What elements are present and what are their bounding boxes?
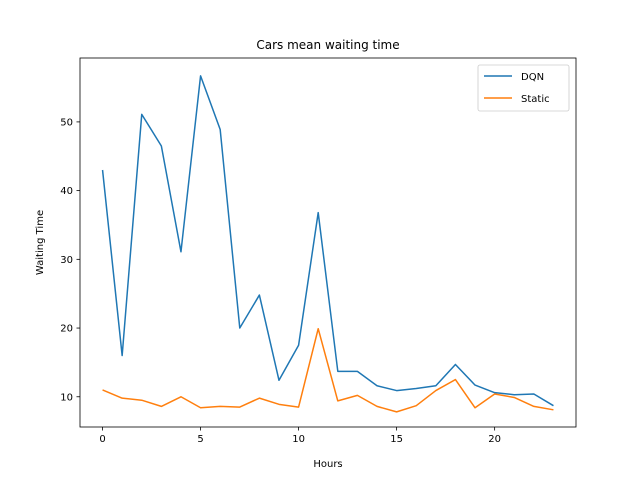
plot-frame xyxy=(79,57,577,428)
chart-title: Cars mean waiting time xyxy=(256,38,399,52)
y-axis-label: Waiting Time xyxy=(35,210,46,275)
series-line-static xyxy=(102,327,554,413)
y-tick-label: 10 xyxy=(60,392,73,403)
x-ticks: 0 5 10 15 20 xyxy=(99,427,501,445)
y-ticks: 10 20 30 40 50 xyxy=(60,117,80,403)
x-tick-label: 0 xyxy=(99,434,105,445)
legend: DQN Static xyxy=(477,64,570,112)
x-tick-label: 15 xyxy=(390,434,403,445)
legend-label: DQN xyxy=(521,72,544,83)
x-tick-label: 5 xyxy=(197,434,203,445)
x-tick-label: 20 xyxy=(488,434,501,445)
y-tick-label: 50 xyxy=(60,117,73,128)
legend-label: Static xyxy=(521,94,550,105)
x-axis-label: Hours xyxy=(313,459,342,470)
axes xyxy=(79,57,577,428)
series-line-dqn xyxy=(101,75,554,407)
series-lines xyxy=(101,75,554,413)
y-tick-label: 20 xyxy=(60,324,73,335)
y-tick-label: 40 xyxy=(60,186,73,197)
x-tick-label: 10 xyxy=(292,434,305,445)
y-tick-label: 30 xyxy=(60,255,73,266)
